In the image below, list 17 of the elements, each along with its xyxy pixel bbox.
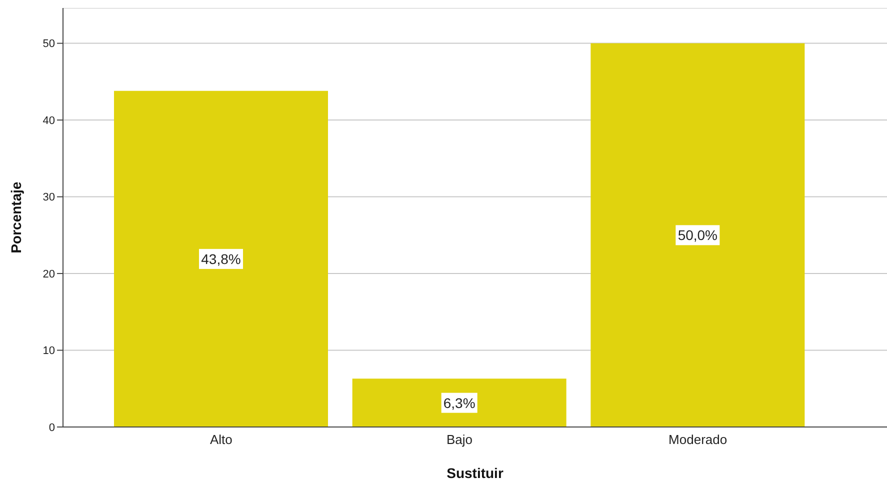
y-tick-label: 20 <box>42 268 55 280</box>
bar <box>114 90 328 427</box>
bar <box>590 43 805 427</box>
bar <box>352 378 566 427</box>
y-tick-label: 30 <box>42 192 55 204</box>
data-label: 6,3% <box>443 394 476 411</box>
y-tick-label: 10 <box>42 345 55 358</box>
y-tick-label: 50 <box>42 38 55 50</box>
x-tick-label: Moderado <box>668 432 728 448</box>
y-axis-title: Porcentaje <box>8 181 24 254</box>
x-tick-label: Bajo <box>446 432 473 448</box>
x-axis-title: Sustituir <box>446 465 504 481</box>
x-tick-label: Alto <box>210 432 232 448</box>
data-label: 50,0% <box>678 227 718 244</box>
data-label: 43,8% <box>201 250 241 267</box>
y-tick-label: 40 <box>42 114 55 127</box>
y-tick-label: 0 <box>48 422 55 434</box>
